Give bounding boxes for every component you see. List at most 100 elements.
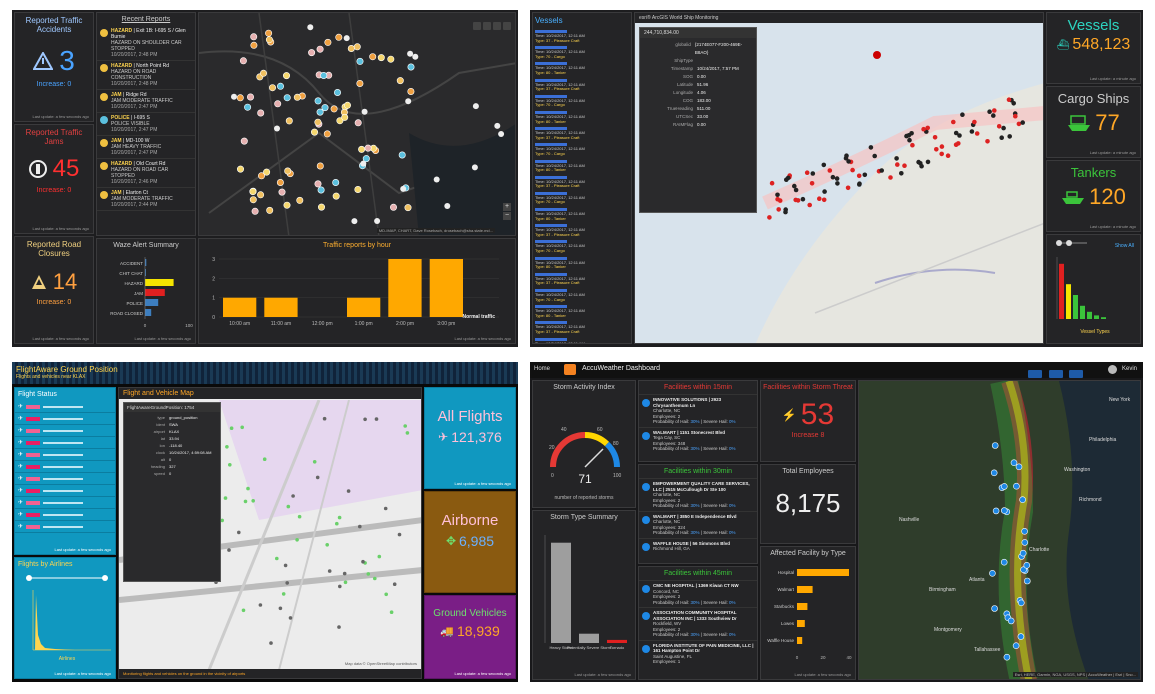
hail-label: Probability of Hail: — [653, 599, 691, 605]
list-item[interactable]: JAM | MD-100 W JAM HEAVY TRAFFIC 10/20/201… — [97, 136, 195, 159]
flight-status-item[interactable]: ✈ — [15, 485, 115, 497]
flight-map-panel[interactable]: Flight and Vehicle Map FlightAwareGround… — [118, 387, 422, 679]
flight-status-item[interactable]: ✈ — [15, 473, 115, 485]
weather-map[interactable]: New York Philadelphia Washington Richmond Ch… — [858, 380, 1141, 680]
vessel-type-bar — [1073, 295, 1078, 319]
map-list-icon[interactable] — [483, 22, 491, 30]
list-item[interactable]: HAZARD | Old Court Rd HAZARD ON ROAD CAR … — [97, 159, 195, 188]
vessel-list-item[interactable]: Time: 10/24/2017, 12:11 AM Type: 37 - Ple… — [535, 127, 629, 140]
storm-type-label: Potentially Severe Storm — [567, 645, 612, 650]
traffic-map[interactable]: + − MD-IMAP, CHART, Dave Rosebach, drose… — [198, 12, 516, 236]
traffic-map-canvas[interactable] — [199, 13, 516, 236]
accidents-title: Reported Traffic Accidents — [25, 16, 83, 34]
facility-item[interactable]: FLORIDA INSTITUTE OF PAIN MEDICINE, LLC … — [639, 639, 757, 667]
flight-status-item[interactable]: ✈ — [15, 413, 115, 425]
vessel-list-item[interactable]: Time: 10/24/2017, 12:11 AM Type: 80 - Tan… — [535, 208, 629, 221]
vessel-list-item[interactable]: Time: 10/24/2017, 12:11 AM Type: 37 - Ple… — [535, 78, 629, 92]
flight-status-item[interactable]: ✈ — [15, 449, 115, 461]
flight-id-bar — [26, 452, 41, 457]
report-desc: HAZARD ON ROAD CONSTRUCTION — [111, 69, 157, 81]
facility-item[interactable]: INNOVATIVE SOLUTIONS | 2923 Chrysanthemu… — [639, 394, 757, 427]
plane-marker — [377, 554, 382, 559]
vessel-type: Type: 70 - Cargo — [535, 53, 565, 59]
zoom-out-button[interactable]: − — [503, 212, 511, 220]
map-basemap-icon[interactable] — [503, 22, 511, 30]
weather-map-canvas[interactable]: New York Philadelphia Washington Richmond Ch… — [859, 381, 1141, 680]
plane-icon: ✈ — [18, 512, 24, 518]
traffic-pin — [240, 137, 248, 145]
vessel-name-bar — [535, 127, 567, 131]
vessel-list-item[interactable]: Time: 10/24/2017, 12:11 AM Type: 37 - Ple… — [535, 272, 629, 286]
ship-popup[interactable]: 244,710,834.00 globalid {2174E077-F200-46… — [639, 27, 757, 213]
flight-status-item[interactable]: ✈ — [15, 497, 115, 509]
zoom-in-button[interactable]: + — [503, 203, 511, 211]
vessel-time: Time: 10/24/2017, 12:11 AM — [535, 33, 585, 38]
aw-grid-icon[interactable] — [1048, 370, 1063, 378]
flight-status-item[interactable]: ✈ — [15, 509, 115, 521]
vessel-types-slider[interactable] — [1047, 237, 1141, 249]
flight-status-item[interactable]: ✈ — [15, 521, 115, 533]
facility-item[interactable]: CMC NE HOSPITAL | 1369 Kiwan CT NW Concor… — [639, 580, 757, 607]
traffic-pin — [335, 33, 343, 41]
traffic-pin — [308, 49, 316, 57]
aw-user-name[interactable]: Kevin — [1121, 366, 1137, 372]
plane-marker — [288, 616, 293, 620]
aw-add-icon[interactable] — [1028, 370, 1043, 378]
map-home-icon[interactable] — [473, 22, 481, 30]
hourly-bar — [347, 297, 381, 317]
flight-status-item[interactable]: ✈ — [15, 425, 115, 437]
facility-item[interactable]: WAFFLE HOUSE | 56 Simmons Blvd Richmond H… — [639, 537, 757, 554]
facility-hail: Probability of Hail: 30% | Severe Hail: … — [653, 446, 736, 452]
flight-status-item[interactable]: ✈ — [15, 461, 115, 473]
traffic-pin — [316, 162, 324, 170]
vessels-list-panel: Vessels Time: 10/24/2017, 12:11 AM Type: … — [532, 12, 632, 344]
aw-more-icon[interactable] — [1069, 370, 1083, 378]
vessel-list-item[interactable]: Time: 10/24/2017, 12:11 AM Type: 37 - Ple… — [535, 224, 629, 237]
vessel-list-item[interactable]: Time: 10/24/2017, 12:11 AM Type: 80 - Tan… — [535, 159, 629, 173]
facility-item[interactable]: WALMART | 1151 Stonecrest Blvd Tega Cay, … — [639, 426, 757, 454]
vessel-name-bar — [535, 175, 567, 179]
list-item[interactable]: HAZARD | North Point Rd HAZARD ON ROAD CO… — [97, 61, 195, 90]
aw-avatar[interactable] — [1108, 365, 1117, 374]
show-all-link[interactable]: Show All — [1114, 243, 1134, 249]
facility-item[interactable]: EMPOWERMENT QUALITY CARE SERVICES, LLC |… — [639, 478, 757, 511]
flight-status-item[interactable]: ✈ — [15, 401, 115, 413]
vessel-list-item[interactable]: Time: 10/24/2017, 12:11 AM Type: 37 - Ple… — [535, 175, 629, 189]
plane-marker — [335, 521, 339, 526]
map-layers-icon[interactable] — [493, 22, 501, 30]
vessel-list-item[interactable]: Time: 10/24/2017, 12:11 AM Type: 80 - Tan… — [535, 305, 629, 318]
vessel-list-item[interactable]: Time: 10/24/2017, 12:11 AM Type: 80 - Tan… — [535, 62, 629, 75]
facility-item[interactable]: ASSOCIATION COMMUNITY HOSPITAL ASSOCIATI… — [639, 607, 757, 640]
list-item[interactable]: POLICE | I-695 S POLICE VISIBLE 10/20/2017… — [97, 113, 195, 136]
airlines-slider-start[interactable] — [26, 575, 32, 581]
airlines-slider-end[interactable] — [102, 575, 108, 581]
list-item[interactable]: HAZARD | Exit 1B: I-695 S / Glen Burnie H… — [97, 26, 195, 61]
facility-item[interactable]: WALMART | 3850 E Independence Blvd Charlo… — [639, 510, 757, 538]
vessel-list-item[interactable]: Time: 10/24/2017, 12:11 AM Type: 37 - Ple… — [535, 30, 629, 43]
ship-map[interactable]: esri® ArcGIS World Ship Monitoring 244,7… — [634, 12, 1044, 344]
flight-status-item[interactable]: ✈ — [15, 437, 115, 449]
list-item[interactable]: JAM | Ridge Rd JAM MODERATE TRAFFIC 10/20/… — [97, 90, 195, 113]
vessel-list-item[interactable]: Time: 10/24/2017, 12:11 AM Type: 80 - Tan… — [535, 110, 629, 124]
all-flights-foot: Last update: a few seconds ago — [454, 481, 511, 486]
vessel-name-bar — [535, 305, 567, 309]
vessel-type-bar — [1066, 284, 1071, 319]
aw-home-menu[interactable]: Home — [534, 366, 551, 372]
flight-popup[interactable]: FlightAwareGroundPosition: 1754 type grou… — [123, 402, 221, 582]
report-time: 10/20/2017, 2:47 PM — [111, 150, 158, 156]
vessel-list-item[interactable]: Time: 10/24/2017, 12:11 AM Type: 37 - Ple… — [535, 321, 629, 334]
list-item[interactable]: JAM | Elarton Ct JAM MODERATE TRAFFIC 10/2… — [97, 188, 195, 211]
ship-marker — [969, 129, 975, 134]
report-text: JAM | Ridge Rd JAM MODERATE TRAFFIC 10/20/… — [111, 92, 173, 110]
traffic-pin — [356, 57, 364, 65]
report-location: | Ridge Rd — [121, 92, 147, 98]
vessel-list-item[interactable]: Time: 10/24/2017, 12:11 AM Type: 80 - Tan… — [535, 256, 629, 270]
